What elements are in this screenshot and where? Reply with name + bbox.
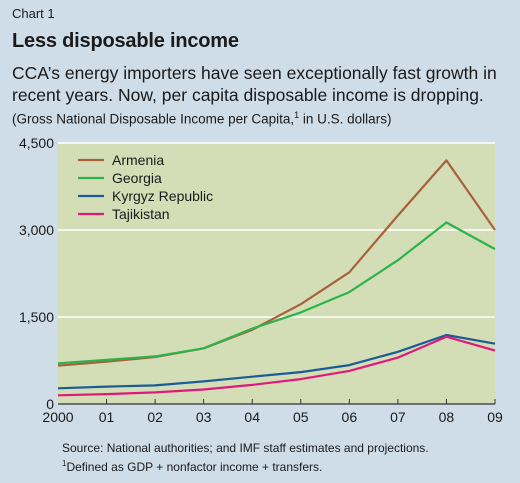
x-tick-label: 08 — [439, 409, 455, 425]
legend-label: Tajikistan — [112, 206, 170, 222]
source-note: Source: National authorities; and IMF st… — [62, 441, 429, 455]
y-tick-label: 3,000 — [19, 222, 54, 238]
chart-title: Less disposable income — [12, 30, 239, 52]
chart-notes: Source: National authorities; and IMF st… — [62, 441, 429, 475]
units-text-before: (Gross National Disposable Income per Ca… — [12, 111, 295, 127]
footnote-marker: 1 — [62, 459, 67, 468]
footnote: 1Defined as GDP + nonfactor income + tra… — [62, 456, 429, 475]
units-text-after: in U.S. dollars) — [299, 111, 392, 127]
chart-subtitle: CCA’s energy importers have seen excepti… — [12, 63, 497, 105]
series-line-tajikistan — [57, 335, 496, 397]
x-tick-label: 09 — [487, 409, 503, 425]
y-tick-label: 0 — [46, 396, 54, 412]
x-tick-label: 05 — [293, 409, 309, 425]
chart-number-label: Chart 1 — [12, 6, 55, 21]
legend-label: Kyrgyz Republic — [112, 188, 213, 204]
footnote-text: Defined as GDP + nonfactor income + tran… — [66, 460, 323, 474]
y-tick-label: 4,500 — [19, 135, 54, 151]
y-tick-label: 1,500 — [19, 309, 54, 325]
x-tick-label: 03 — [196, 409, 212, 425]
legend-label: Armenia — [112, 152, 164, 168]
series-line-armenia — [57, 159, 496, 367]
x-tick-label: 2000 — [42, 409, 73, 425]
units-footnote-marker: 1 — [294, 110, 300, 120]
series-line-kyrgyz-republic — [57, 333, 496, 390]
series-line-georgia — [57, 221, 496, 365]
x-tick-label: 02 — [147, 409, 163, 425]
x-tick-label: 07 — [390, 409, 406, 425]
x-tick-label: 01 — [99, 409, 115, 425]
x-tick-label: 06 — [342, 409, 358, 425]
legend-label: Georgia — [112, 170, 162, 186]
x-tick-label: 04 — [244, 409, 260, 425]
units-note: (Gross National Disposable Income per Ca… — [12, 110, 391, 127]
